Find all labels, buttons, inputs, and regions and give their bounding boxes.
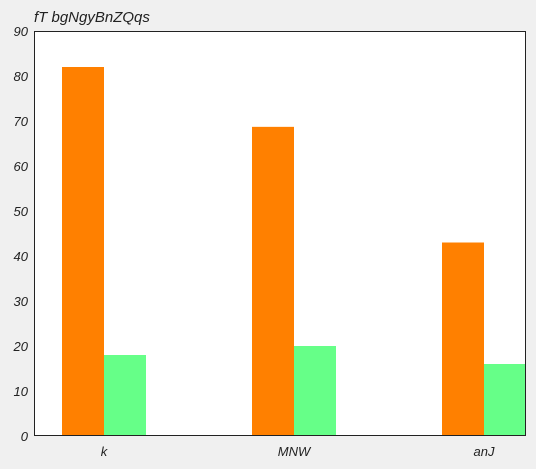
bar-k-series-1 [62, 67, 104, 436]
bar-MNW-series-1 [252, 126, 294, 436]
y-tick-label: 70 [14, 114, 29, 129]
x-tick-label: MNW [278, 444, 312, 459]
y-axis: 0 10 20 30 40 50 60 70 80 90 [13, 24, 29, 444]
bar-anJ-series-2 [484, 364, 526, 436]
y-tick-label: 80 [14, 69, 29, 84]
y-tick-label: 60 [14, 159, 29, 174]
x-tick-label: anJ [474, 444, 495, 459]
y-tick-label: 20 [13, 339, 29, 354]
bar-anJ-series-1 [442, 242, 484, 436]
x-tick-label: k [101, 444, 109, 459]
y-tick-label: 40 [14, 249, 29, 264]
y-tick-label: 90 [14, 24, 29, 39]
plot-frame [34, 31, 526, 436]
y-tick-label: 0 [21, 429, 29, 444]
bar-MNW-series-2 [294, 346, 336, 436]
bars-layer [62, 67, 526, 436]
chart-title: fT bgNgyBnZQqs [34, 9, 150, 26]
y-tick-label: 50 [14, 204, 29, 219]
y-tick-label: 30 [14, 294, 29, 309]
bar-k-series-2 [104, 355, 146, 436]
y-tick-label: 10 [14, 384, 29, 399]
x-axis: k MNW anJ [101, 444, 495, 459]
